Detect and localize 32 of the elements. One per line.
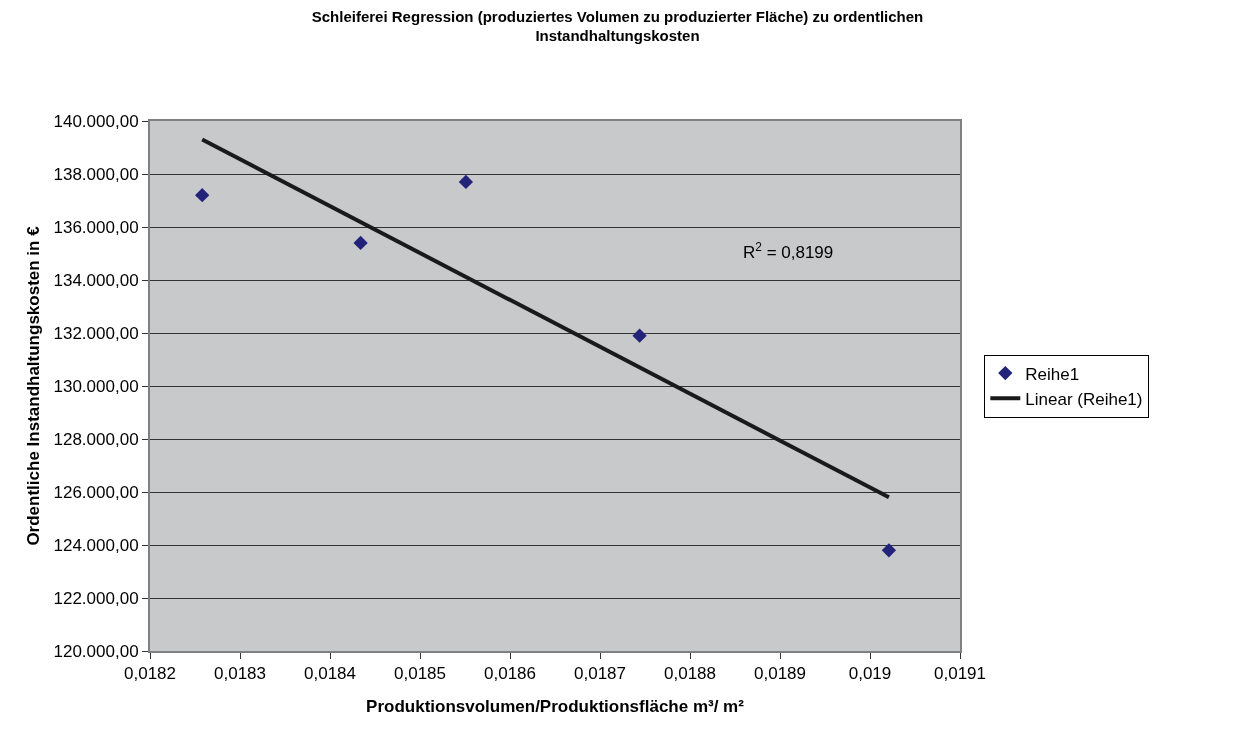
y-axis-title: Ordentliche Instandhaltungskosten in € [23,225,43,546]
legend-label: Linear (Reihe1) [1025,389,1143,409]
annotation: R$^{2}$ = 0,8199 [743,240,834,263]
x-tick-label: 0,019 [848,664,892,684]
x-tick-label: 0,0188 [664,664,716,684]
y-tick-label: 130.000,00 [53,376,139,396]
point [881,543,897,558]
y-tick-label: 126.000,00 [53,482,139,502]
y-tick-label: 122.000,00 [53,588,139,608]
chart-title: Schleiferei Regression (produziertes Volumen zu produzierter Fläche) zu ordentlichen Instandhaltungskosten [311,7,924,45]
y-tick-label: 124.000,00 [53,535,139,555]
point [632,328,647,343]
x-tick-label: 0,0185 [394,664,446,684]
point [353,235,368,251]
y-tick-label: 138.000,00 [53,164,139,184]
y-tick-label: 136.000,00 [53,217,139,237]
y-tick-label: 128.000,00 [53,429,139,449]
point [195,188,210,203]
x-tick-label: 0,0184 [304,664,356,684]
y-tick-label: 134.000,00 [53,270,139,290]
y-tick-label: 132.000,00 [53,323,139,343]
x-tick-label: 0,0182 [124,664,176,684]
x-tick-label: 0,0183 [214,664,266,684]
x-axis-title: Produktionsvolumen/Produktionsfläche m³/ m² [366,697,745,717]
y-tick-label: 120.000,00 [53,641,139,661]
x-tick-label: 0,0189 [754,664,806,684]
legend-label: Reihe1 [1025,364,1080,384]
point [458,174,474,190]
x-tick-label: 0,0186 [484,664,536,684]
x-tick-label: 0,0187 [574,664,626,684]
x-tick-label: 0,0191 [934,664,986,684]
y-tick-label: 140.000,00 [53,111,139,131]
